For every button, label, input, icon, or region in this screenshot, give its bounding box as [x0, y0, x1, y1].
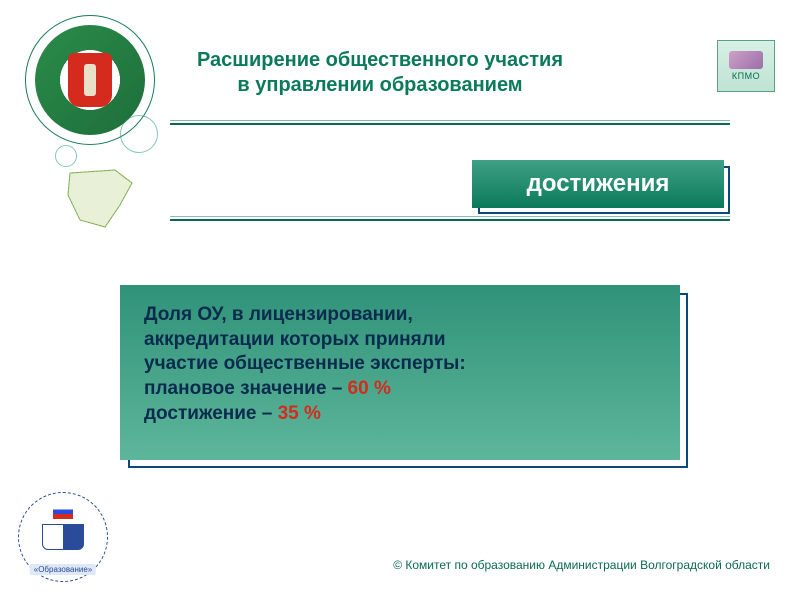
achievements-row: достижения: [170, 160, 730, 230]
kpmo-badge: КПМО: [717, 40, 775, 92]
achievements-label: достижения: [527, 170, 670, 198]
title-underline: [170, 120, 730, 125]
region-map-icon: [60, 165, 140, 235]
book-icon: [42, 524, 84, 550]
title-line-1: Расширение общественного участия: [175, 48, 585, 73]
achieved-value: 35 %: [278, 403, 321, 424]
page-title: Расширение общественного участия в управ…: [175, 48, 585, 98]
logo-label: «Образование»: [30, 564, 96, 575]
national-project-logo: «Образование»: [18, 492, 108, 582]
card-line-2: аккредитации которых приняли: [144, 329, 446, 350]
kpmo-label: КПМО: [732, 71, 760, 81]
card-text: Доля ОУ, в лицензировании, аккредитации …: [144, 303, 656, 426]
footer-copyright: © Комитет по образованию Администрации В…: [393, 558, 770, 572]
decor-circle: [120, 115, 158, 153]
plan-value: 60 %: [348, 378, 391, 399]
header: Расширение общественного участия в управ…: [0, 0, 800, 150]
kpmo-icon: [729, 51, 763, 69]
title-line-2: в управлении образованием: [175, 73, 585, 98]
flag-icon: [53, 505, 73, 519]
achievements-underline: [170, 216, 730, 221]
card-line-3: участие общественные эксперты:: [144, 353, 466, 374]
plan-label: плановое значение –: [144, 378, 348, 399]
content-card: Доля ОУ, в лицензировании, аккредитации …: [120, 285, 680, 460]
decor-circle: [55, 145, 77, 167]
achievements-badge: достижения: [472, 160, 724, 208]
achieved-label: достижение –: [144, 403, 278, 424]
card-line-1: Доля ОУ, в лицензировании,: [144, 304, 413, 325]
